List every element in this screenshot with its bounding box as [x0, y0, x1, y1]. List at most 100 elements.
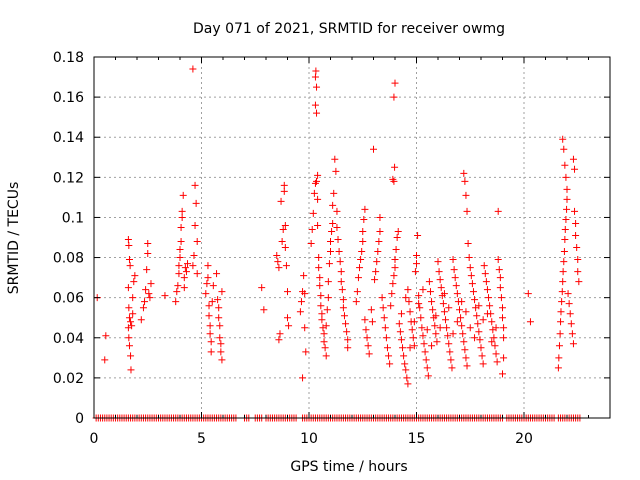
data-point	[180, 284, 188, 292]
data-point	[313, 109, 321, 117]
data-point	[373, 258, 381, 266]
data-point	[391, 163, 399, 171]
data-point	[327, 248, 334, 256]
data-point	[404, 286, 412, 294]
data-point	[333, 223, 341, 231]
data-point	[406, 308, 414, 316]
x-tick-label: 20	[515, 431, 533, 447]
data-point	[572, 219, 580, 227]
data-point	[448, 364, 456, 372]
data-point	[206, 322, 214, 330]
y-tick-label: 0.14	[53, 130, 84, 146]
data-point	[442, 316, 450, 324]
data-point	[477, 344, 485, 352]
data-point	[316, 282, 324, 290]
data-point	[475, 302, 483, 310]
data-point	[564, 290, 572, 298]
data-point	[479, 360, 487, 368]
data-point	[479, 316, 487, 324]
data-point	[561, 161, 569, 169]
data-point	[131, 272, 139, 280]
data-point	[483, 310, 491, 318]
y-tick-label: 0.18	[53, 50, 84, 66]
data-point	[125, 242, 133, 250]
data-point	[462, 191, 470, 199]
data-point	[275, 336, 283, 344]
data-point	[315, 254, 323, 262]
data-point	[277, 197, 285, 205]
data-point	[378, 294, 386, 302]
data-point	[302, 348, 310, 356]
data-point	[458, 322, 466, 330]
data-point	[370, 145, 377, 153]
data-point	[409, 334, 417, 342]
y-tick-label: 0.08	[53, 251, 84, 267]
data-point	[301, 290, 309, 298]
data-point	[434, 258, 442, 266]
data-point	[213, 270, 221, 278]
data-point	[569, 155, 577, 163]
data-point	[494, 256, 502, 264]
data-point	[193, 270, 201, 278]
data-point	[367, 306, 375, 314]
x-tick-label: 0	[90, 431, 99, 447]
data-point	[325, 260, 333, 268]
data-point	[574, 256, 582, 264]
data-point	[383, 344, 391, 352]
data-point	[314, 171, 322, 179]
data-point	[562, 173, 570, 181]
y-tick-label: 0.06	[53, 291, 84, 307]
data-point	[130, 278, 138, 286]
data-point	[456, 306, 463, 314]
data-point	[125, 304, 133, 312]
data-point	[368, 318, 376, 326]
y-tick-label: 0.12	[53, 170, 84, 186]
data-point	[388, 290, 396, 298]
data-point	[102, 332, 110, 340]
data-point	[444, 332, 452, 340]
data-point	[491, 342, 499, 350]
data-point	[331, 155, 339, 163]
data-point	[490, 334, 498, 342]
data-point	[413, 260, 420, 268]
data-point	[408, 326, 416, 334]
data-point	[322, 322, 330, 330]
data-point	[457, 314, 465, 322]
data-point	[556, 330, 564, 338]
data-point	[573, 244, 581, 252]
data-point	[281, 244, 289, 252]
data-point	[395, 320, 403, 328]
data-point	[465, 254, 473, 262]
data-point	[496, 284, 504, 292]
data-point	[279, 225, 287, 233]
data-point	[471, 334, 479, 342]
y-tick-label: 0.02	[53, 371, 84, 387]
data-point	[343, 328, 351, 336]
data-point	[488, 338, 496, 346]
data-point	[274, 258, 282, 266]
data-point	[356, 264, 364, 272]
data-point	[161, 292, 169, 300]
data-point	[176, 254, 184, 262]
data-point	[324, 294, 332, 302]
data-point	[418, 324, 426, 332]
data-point	[372, 268, 380, 276]
data-point	[440, 308, 448, 316]
data-point	[184, 260, 192, 268]
data-point	[323, 306, 331, 314]
data-point	[127, 352, 135, 360]
data-point	[565, 300, 573, 308]
data-point	[315, 264, 323, 272]
data-point	[500, 334, 508, 342]
x-tick-label: 10	[300, 431, 318, 447]
data-point	[411, 268, 419, 276]
data-point	[406, 344, 414, 352]
data-point	[337, 268, 345, 276]
data-point	[415, 292, 423, 300]
data-point	[371, 276, 379, 284]
data-point	[364, 342, 372, 350]
x-tick-label: 15	[408, 431, 426, 447]
data-point	[311, 101, 319, 109]
data-point	[124, 284, 132, 292]
data-point	[260, 306, 268, 314]
